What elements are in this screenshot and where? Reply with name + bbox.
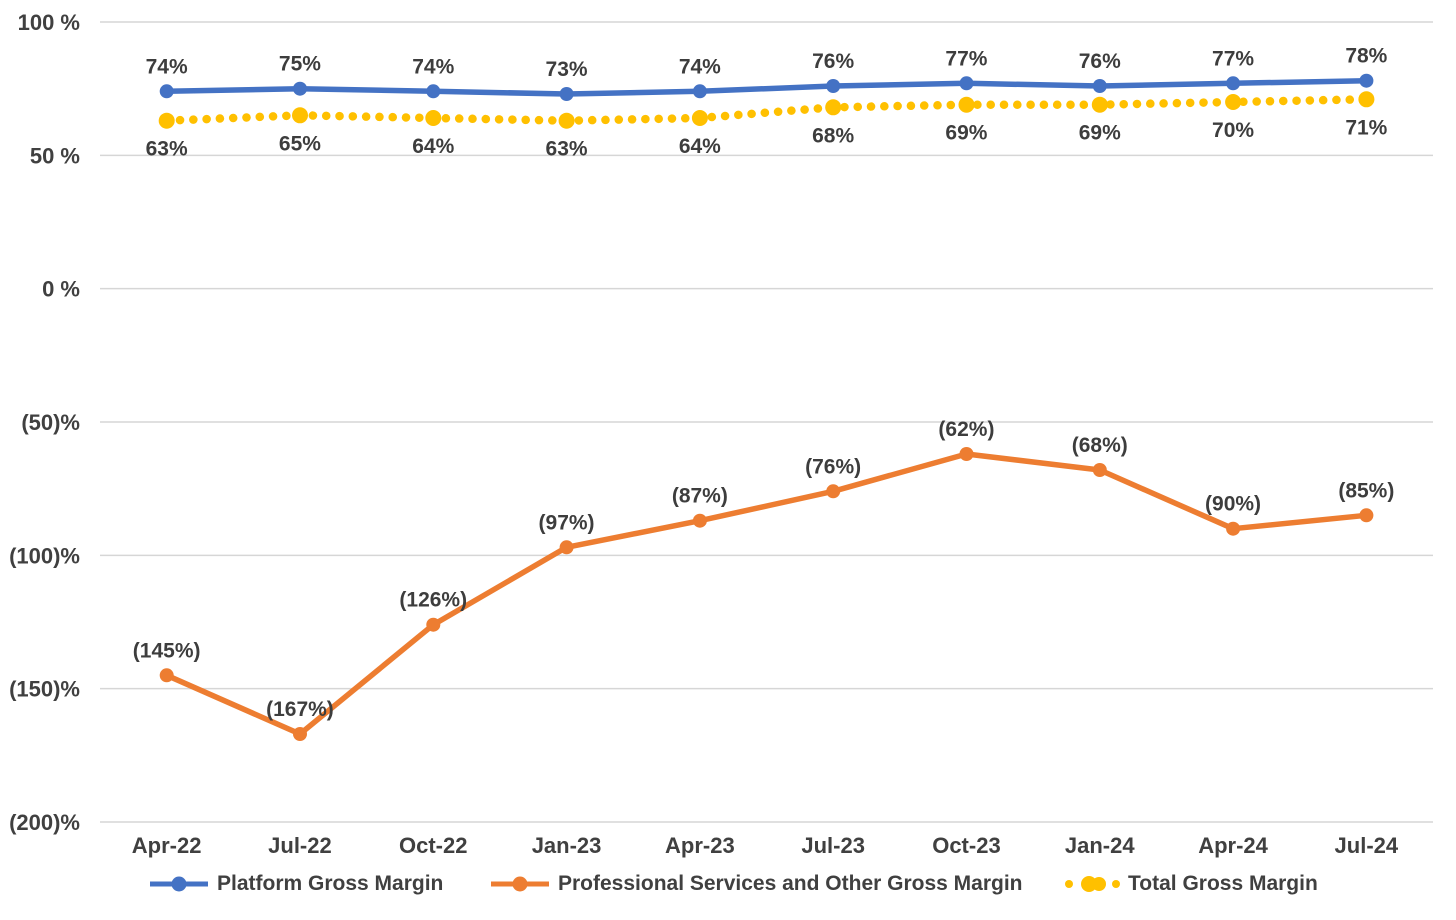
data-point bbox=[425, 110, 442, 126]
data-label: 70% bbox=[1212, 119, 1254, 142]
data-point bbox=[1092, 79, 1107, 93]
x-axis-label: Jul-22 bbox=[268, 833, 332, 858]
data-point bbox=[559, 87, 574, 101]
data-point bbox=[292, 107, 308, 124]
data-point bbox=[293, 727, 307, 741]
data-label: 68% bbox=[812, 124, 854, 147]
data-point bbox=[959, 447, 974, 461]
data-label: 74% bbox=[412, 55, 454, 78]
data-label: 69% bbox=[945, 122, 987, 145]
data-label: 64% bbox=[679, 135, 721, 158]
data-point bbox=[1359, 73, 1374, 88]
data-label: 74% bbox=[679, 55, 721, 78]
x-axis-label: Jan-24 bbox=[1065, 833, 1135, 858]
data-label: 63% bbox=[546, 138, 588, 161]
y-axis-tick-label: (150)% bbox=[9, 677, 80, 702]
y-axis-tick-label: 50 % bbox=[30, 143, 80, 168]
series-line-3 bbox=[162, 95, 1371, 125]
legend-item-total-gross-margin: Total Gross Margin bbox=[1063, 866, 1318, 902]
data-point bbox=[1226, 76, 1241, 91]
x-axis-label: Jul-24 bbox=[1335, 833, 1399, 858]
line-dot-marker-icon bbox=[489, 875, 551, 893]
dotted-line-marker-icon bbox=[1063, 875, 1121, 893]
x-axis-label: Jan-23 bbox=[532, 833, 602, 858]
data-point bbox=[426, 84, 441, 99]
x-axis-label: Jul-23 bbox=[801, 833, 865, 858]
data-point bbox=[1359, 508, 1374, 523]
data-point bbox=[1358, 91, 1375, 108]
data-point bbox=[159, 668, 174, 683]
plot-area: 100 % 50 % 0 % (50)% (100)% (150)% (200)% Apr-2… bbox=[9, 10, 1433, 858]
data-label: (62%) bbox=[938, 418, 994, 441]
data-point bbox=[158, 112, 175, 129]
data-label: (76%) bbox=[805, 455, 861, 478]
legend-label: Total Gross Margin bbox=[1128, 872, 1318, 895]
data-label: 63% bbox=[146, 138, 188, 161]
y-axis-tick-label: (50)% bbox=[21, 410, 80, 435]
data-label: 77% bbox=[945, 47, 987, 70]
data-point bbox=[825, 99, 842, 116]
line-dot-marker-icon bbox=[148, 875, 210, 893]
data-point bbox=[558, 112, 575, 129]
data-point bbox=[1091, 96, 1108, 113]
series-line-1 bbox=[163, 77, 1370, 97]
data-label: 71% bbox=[1345, 116, 1387, 139]
data-label: 69% bbox=[1079, 122, 1121, 145]
y-axis-tick-label: (100)% bbox=[9, 543, 80, 568]
x-axis-label: Apr-24 bbox=[1198, 833, 1268, 858]
data-label: (145%) bbox=[133, 639, 201, 662]
data-point bbox=[826, 484, 841, 499]
x-axis-label: Oct-22 bbox=[399, 833, 467, 858]
data-point bbox=[691, 110, 708, 126]
data-point bbox=[958, 96, 975, 113]
x-axis-label: Apr-23 bbox=[665, 833, 735, 858]
data-point bbox=[559, 540, 574, 555]
series-line-2 bbox=[163, 451, 1370, 737]
data-label: (97%) bbox=[539, 511, 595, 534]
data-label: 76% bbox=[812, 50, 854, 73]
legend-item-professional-services-gross-margin: Professional Services and Other Gross Ma… bbox=[489, 866, 1023, 902]
y-axis-tick-label: (200)% bbox=[9, 810, 80, 835]
data-point bbox=[293, 81, 307, 96]
legend-item-platform-gross-margin: Platform Gross Margin bbox=[148, 866, 443, 902]
chart-legend: Platform Gross Margin Professional Servi… bbox=[0, 866, 1456, 906]
data-label: 74% bbox=[146, 55, 188, 78]
y-axis-tick-label: 100 % bbox=[18, 10, 80, 35]
data-label: (167%) bbox=[266, 698, 334, 721]
data-point bbox=[426, 617, 441, 632]
data-label: 76% bbox=[1079, 50, 1121, 73]
data-label: 77% bbox=[1212, 47, 1254, 70]
x-axis-label: Oct-23 bbox=[932, 833, 1000, 858]
data-label: 64% bbox=[412, 135, 454, 158]
data-label: 65% bbox=[279, 132, 321, 155]
data-point bbox=[692, 84, 707, 99]
data-label: 73% bbox=[546, 58, 588, 81]
data-label: (126%) bbox=[399, 589, 467, 612]
data-label: 78% bbox=[1345, 45, 1387, 68]
data-point bbox=[1225, 94, 1242, 110]
legend-label: Professional Services and Other Gross Ma… bbox=[558, 872, 1023, 895]
x-axis-label: Apr-22 bbox=[132, 833, 202, 858]
data-point bbox=[826, 79, 841, 93]
legend-label: Platform Gross Margin bbox=[217, 872, 444, 895]
data-label: 75% bbox=[279, 53, 321, 76]
data-point bbox=[959, 76, 974, 91]
data-label: (68%) bbox=[1072, 434, 1128, 457]
data-label: (90%) bbox=[1205, 493, 1261, 516]
data-label: (87%) bbox=[672, 485, 728, 508]
data-point bbox=[1092, 463, 1107, 477]
data-label: (85%) bbox=[1338, 479, 1394, 502]
data-point bbox=[1226, 521, 1241, 536]
y-axis-tick-label: 0 % bbox=[42, 277, 80, 302]
data-point bbox=[159, 84, 174, 99]
data-point bbox=[692, 513, 707, 528]
